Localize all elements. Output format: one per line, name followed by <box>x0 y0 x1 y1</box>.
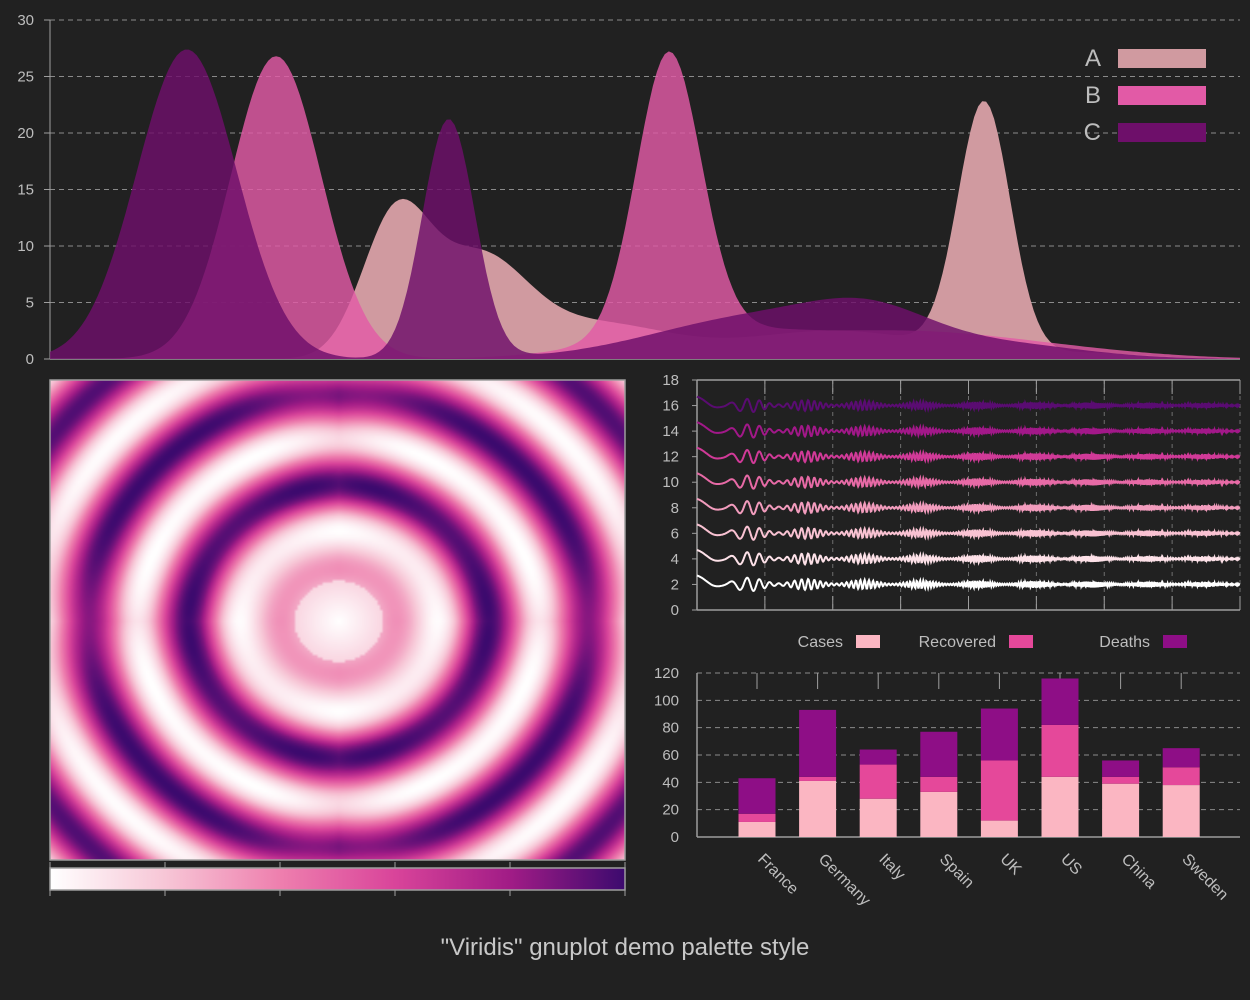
bar-category-label-china: China <box>1118 851 1160 893</box>
bar-y-tick-label: 40 <box>662 774 679 791</box>
area-y-tick-label: 15 <box>17 182 34 199</box>
bar-recovered-germany <box>799 776 837 781</box>
heatmap-chart <box>49 379 626 896</box>
bar-category-label-france: France <box>754 851 801 898</box>
bar-cases-uk <box>980 820 1018 837</box>
area-legend-swatch-B <box>1118 86 1206 105</box>
bar-deaths-germany <box>799 709 837 777</box>
bar-deaths-us <box>1041 678 1079 725</box>
bar-recovered-us <box>1041 724 1079 777</box>
area-chart: 0 5 10 15 20 25 30 ABC <box>17 12 1240 368</box>
line-series-offset-14 <box>696 421 1241 440</box>
line-series-offset-4 <box>696 549 1241 567</box>
line-y-tick-label: 10 <box>662 474 679 491</box>
bar-legend-label-cases: Cases <box>798 634 843 651</box>
line-series-offset-16 <box>696 395 1241 414</box>
bar-y-tick-label: 120 <box>654 665 679 682</box>
bar-recovered-sweden <box>1162 767 1200 786</box>
bar-legend-label-recovered: Recovered <box>919 634 996 651</box>
bar-y-tick-label: 80 <box>662 720 679 737</box>
bar-y-tick-label: 100 <box>654 692 679 709</box>
bar-deaths-spain <box>920 731 958 777</box>
line-series-offset-10 <box>696 472 1241 491</box>
bar-category-label-germany: Germany <box>815 851 874 910</box>
bar-category-label-us: US <box>1057 851 1085 879</box>
bar-legend-label-deaths: Deaths <box>1099 634 1150 651</box>
line-y-tick-label: 18 <box>662 372 679 389</box>
bar-cases-china <box>1102 783 1140 837</box>
bar-cases-france <box>738 821 776 837</box>
area-legend-label-B: B <box>1085 82 1101 109</box>
bar-cases-germany <box>799 780 837 837</box>
heatmap-frame <box>49 379 626 861</box>
line-y-tick-label: 8 <box>671 500 679 517</box>
area-y-tick-label: 20 <box>17 125 34 142</box>
line-series-offset-2 <box>696 574 1241 592</box>
figure-caption: "Viridis" gnuplot demo palette style <box>440 934 810 961</box>
area-series-A <box>50 101 1240 359</box>
line-y-tick-label: 6 <box>671 525 679 542</box>
bar-deaths-sweden <box>1162 748 1200 768</box>
stacked-bar-chart: 0 20 40 60 80 100 120 France Germany Italy Spain UK… <box>654 634 1240 909</box>
bar-category-label-italy: Italy <box>875 851 908 884</box>
line-series-offset-12 <box>696 446 1241 465</box>
bar-category-label-uk: UK <box>997 851 1025 879</box>
bar-legend-swatch-cases <box>856 635 880 648</box>
bar-cases-sweden <box>1162 785 1200 837</box>
bar-deaths-china <box>1102 760 1140 777</box>
bar-recovered-china <box>1102 776 1140 784</box>
bar-deaths-italy <box>859 749 897 765</box>
area-series-C <box>50 49 1240 359</box>
bar-recovered-spain <box>920 776 958 792</box>
area-y-tick-label: 0 <box>26 351 34 368</box>
bar-recovered-uk <box>980 760 1018 821</box>
area-legend-swatch-C <box>1118 123 1206 142</box>
offset-line-chart: 0 2 4 6 8 10 12 14 16 18 <box>662 372 1241 619</box>
line-y-tick-label: 12 <box>662 449 679 466</box>
colorbar <box>49 867 626 891</box>
bar-legend-swatch-deaths <box>1163 635 1187 648</box>
bar-deaths-uk <box>980 708 1018 761</box>
area-series-B <box>50 51 1240 360</box>
bar-y-tick-label: 0 <box>671 829 679 846</box>
area-y-tick-label: 10 <box>17 238 34 255</box>
area-y-tick-label: 30 <box>17 12 34 29</box>
bar-y-tick-label: 60 <box>662 747 679 764</box>
line-y-tick-label: 4 <box>671 551 679 568</box>
heatmap-image <box>50 380 625 860</box>
bar-recovered-france <box>738 813 776 822</box>
bar-cases-us <box>1041 776 1079 837</box>
line-y-tick-label: 0 <box>671 602 679 619</box>
area-legend-label-C: C <box>1084 119 1101 146</box>
area-y-tick-label: 5 <box>26 295 34 312</box>
bar-category-label-sweden: Sweden <box>1178 851 1231 904</box>
line-y-tick-label: 14 <box>662 423 679 440</box>
bar-category-label-spain: Spain <box>936 851 977 892</box>
line-y-tick-label: 16 <box>662 398 679 415</box>
bar-cases-italy <box>859 798 897 837</box>
line-series-offset-8 <box>696 497 1241 516</box>
area-legend-label-A: A <box>1085 45 1101 72</box>
area-legend-swatch-A <box>1118 49 1206 68</box>
bar-deaths-france <box>738 778 776 814</box>
line-series-offset-6 <box>696 523 1241 541</box>
area-y-tick-label: 25 <box>17 69 34 86</box>
bar-cases-spain <box>920 791 958 837</box>
bar-recovered-italy <box>859 764 897 799</box>
line-y-tick-label: 2 <box>671 576 679 593</box>
bar-legend-swatch-recovered <box>1009 635 1033 648</box>
bar-y-tick-label: 20 <box>662 802 679 819</box>
